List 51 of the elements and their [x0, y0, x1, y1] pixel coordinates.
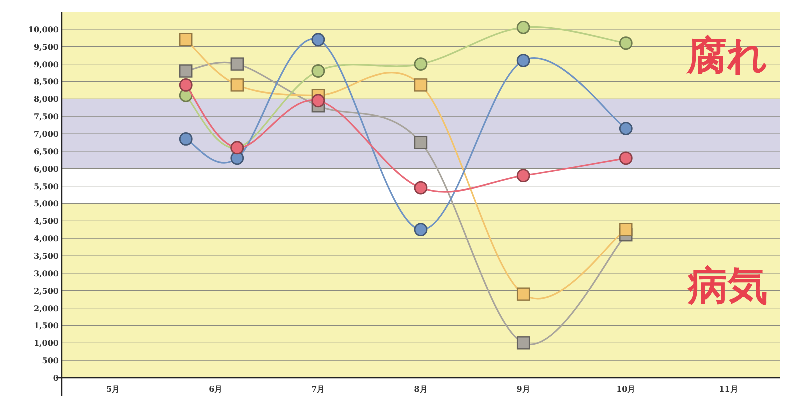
y-tick-label: 1,500 — [34, 320, 60, 331]
y-tick-label: 10,000 — [28, 24, 60, 34]
point — [312, 94, 326, 108]
point — [230, 58, 244, 71]
y-tick-label: 9,000 — [34, 59, 60, 70]
x-tick-label: 6月 — [209, 384, 223, 394]
x-tick-label: 11月 — [719, 384, 738, 394]
y-tick-label: 9,500 — [34, 42, 60, 52]
point — [414, 181, 428, 195]
point — [414, 223, 428, 237]
point — [516, 336, 530, 350]
y-tick-label: 6,500 — [34, 146, 60, 156]
y-tick-label: 7,000 — [34, 129, 60, 139]
point — [516, 20, 530, 34]
x-tick-label: 8月 — [414, 384, 428, 394]
point — [180, 64, 193, 78]
point — [414, 136, 428, 150]
y-tick-label: 4,500 — [34, 216, 60, 226]
point — [179, 132, 193, 146]
y-tick-label: 5,000 — [34, 198, 60, 209]
y-tick-label: 3,000 — [34, 268, 60, 278]
y-tick-label: 4,000 — [34, 234, 60, 244]
point — [619, 152, 633, 166]
x-tick-label: 10月 — [616, 384, 636, 394]
point — [516, 288, 530, 301]
y-tick-label: 6,000 — [34, 164, 60, 174]
point — [312, 64, 326, 78]
y-tick-label: 0 — [53, 373, 60, 383]
y-tick-label: 2,500 — [34, 286, 60, 296]
point — [180, 33, 193, 46]
point — [516, 169, 530, 183]
y-tick-label: 7,500 — [34, 112, 60, 122]
x-tick-label: 7月 — [312, 384, 326, 394]
point — [179, 78, 193, 92]
point — [619, 36, 633, 50]
point — [230, 78, 244, 92]
y-tick-label: 500 — [42, 356, 60, 366]
point — [312, 33, 326, 47]
y-tick-label: 1,000 — [34, 338, 60, 348]
x-tick-label: 5月 — [106, 384, 120, 394]
point — [620, 223, 633, 236]
point — [414, 78, 428, 92]
y-tick-label: 8,000 — [34, 94, 60, 104]
point — [619, 122, 633, 136]
y-tick-label: 3,500 — [34, 251, 60, 261]
y-tick-label: 8,500 — [34, 76, 60, 87]
point — [516, 54, 530, 68]
x-tick-label: 9月 — [516, 384, 530, 394]
y-tick-label: 5,500 — [34, 181, 60, 192]
y-tick-label: 2,000 — [34, 303, 60, 314]
point — [414, 58, 428, 71]
